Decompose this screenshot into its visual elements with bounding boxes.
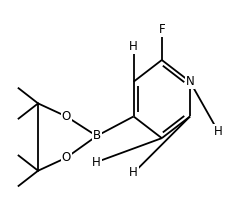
Text: H: H: [129, 41, 138, 54]
Text: O: O: [62, 151, 71, 164]
Text: B: B: [93, 130, 101, 143]
Text: H: H: [214, 125, 223, 138]
Text: F: F: [159, 23, 165, 36]
Text: H: H: [129, 166, 138, 179]
Text: O: O: [62, 110, 71, 123]
Text: N: N: [186, 75, 194, 88]
Text: H: H: [92, 155, 101, 168]
